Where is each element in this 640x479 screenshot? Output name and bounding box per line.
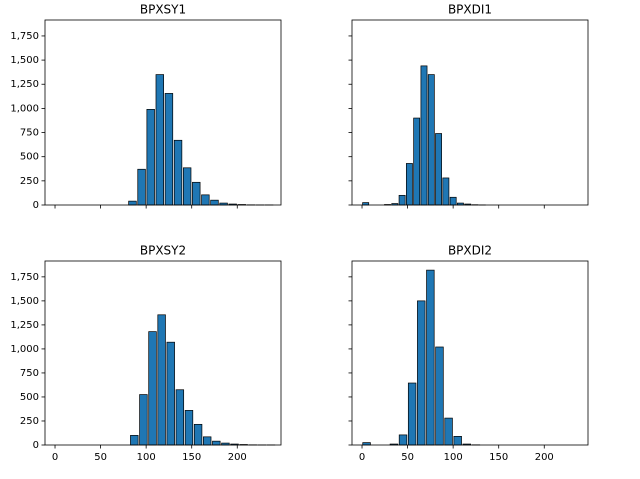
- histogram-bar: [426, 269, 435, 446]
- subplot-title: BPXSY2: [140, 244, 186, 258]
- histogram-bar: [420, 65, 428, 206]
- y-tick-label: 500: [20, 152, 39, 163]
- y-tick-label: 1,500: [10, 296, 39, 307]
- histogram-bar: [128, 200, 137, 206]
- y-tick-label: 250: [20, 176, 39, 187]
- axes-frame: [351, 19, 589, 206]
- histogram-bar: [212, 440, 221, 446]
- y-tick-label: 0: [33, 200, 39, 211]
- axes-frame: [44, 260, 282, 446]
- y-tick-label: 750: [20, 368, 39, 379]
- histogram-bar: [148, 331, 157, 446]
- histogram-bar: [184, 410, 194, 446]
- x-tick-label: 100: [137, 452, 156, 463]
- histogram-bar: [201, 194, 210, 206]
- histogram-bar: [146, 109, 155, 206]
- histogram-bar: [398, 434, 408, 446]
- histogram-bar: [139, 394, 148, 446]
- histogram-bar: [193, 423, 203, 446]
- histogram-bar: [210, 199, 219, 206]
- histogram-bar: [155, 74, 164, 206]
- histogram-bar: [130, 435, 139, 446]
- histogram-bar: [166, 341, 175, 446]
- histogram-bar: [203, 436, 212, 446]
- x-tick-label: 150: [182, 452, 201, 463]
- x-tick-label: 100: [444, 452, 463, 463]
- histogram-bar: [398, 194, 406, 206]
- y-tick-label: 500: [20, 392, 39, 403]
- y-tick-label: 0: [33, 440, 39, 451]
- histogram-bar: [157, 314, 166, 446]
- subplot-title: BPXSY1: [140, 3, 186, 17]
- axes-frame: [44, 19, 282, 206]
- y-tick-label: 250: [20, 416, 39, 427]
- y-tick-label: 1,250: [10, 320, 39, 331]
- histogram-bar: [182, 167, 192, 206]
- x-tick-label: 0: [359, 452, 365, 463]
- y-tick-label: 1,750: [10, 272, 39, 283]
- x-tick-label: 0: [52, 452, 58, 463]
- histogram-bar: [137, 168, 146, 206]
- histogram-bar: [442, 177, 450, 206]
- histogram-bar: [427, 74, 435, 206]
- histogram-bar: [417, 300, 426, 446]
- x-tick-label: 50: [94, 452, 107, 463]
- histogram-bar: [413, 117, 421, 206]
- histogram-bar: [435, 133, 442, 206]
- y-tick-label: 1,000: [10, 103, 39, 114]
- y-tick-label: 750: [20, 128, 39, 139]
- histogram-bar: [453, 436, 462, 446]
- histogram-bar: [192, 181, 201, 206]
- histogram-bar: [173, 139, 183, 206]
- x-tick-label: 50: [401, 452, 414, 463]
- x-tick-label: 150: [489, 452, 508, 463]
- histogram-bar: [164, 93, 174, 206]
- subplot-title: BPXDI1: [448, 3, 492, 17]
- y-tick-label: 1,500: [10, 55, 39, 66]
- y-tick-label: 1,750: [10, 31, 39, 42]
- subplot-title: BPXDI2: [448, 244, 492, 258]
- x-tick-label: 200: [228, 452, 247, 463]
- histogram-bar: [405, 163, 413, 206]
- x-tick-label: 200: [535, 452, 554, 463]
- axes-frame: [351, 260, 589, 446]
- histogram-bar: [175, 389, 185, 446]
- histogram-bar: [449, 196, 457, 206]
- y-tick-label: 1,000: [10, 344, 39, 355]
- histogram-bar: [407, 382, 417, 446]
- histogram-bar: [444, 417, 453, 446]
- y-tick-label: 1,250: [10, 79, 39, 90]
- histogram-bar: [435, 346, 444, 446]
